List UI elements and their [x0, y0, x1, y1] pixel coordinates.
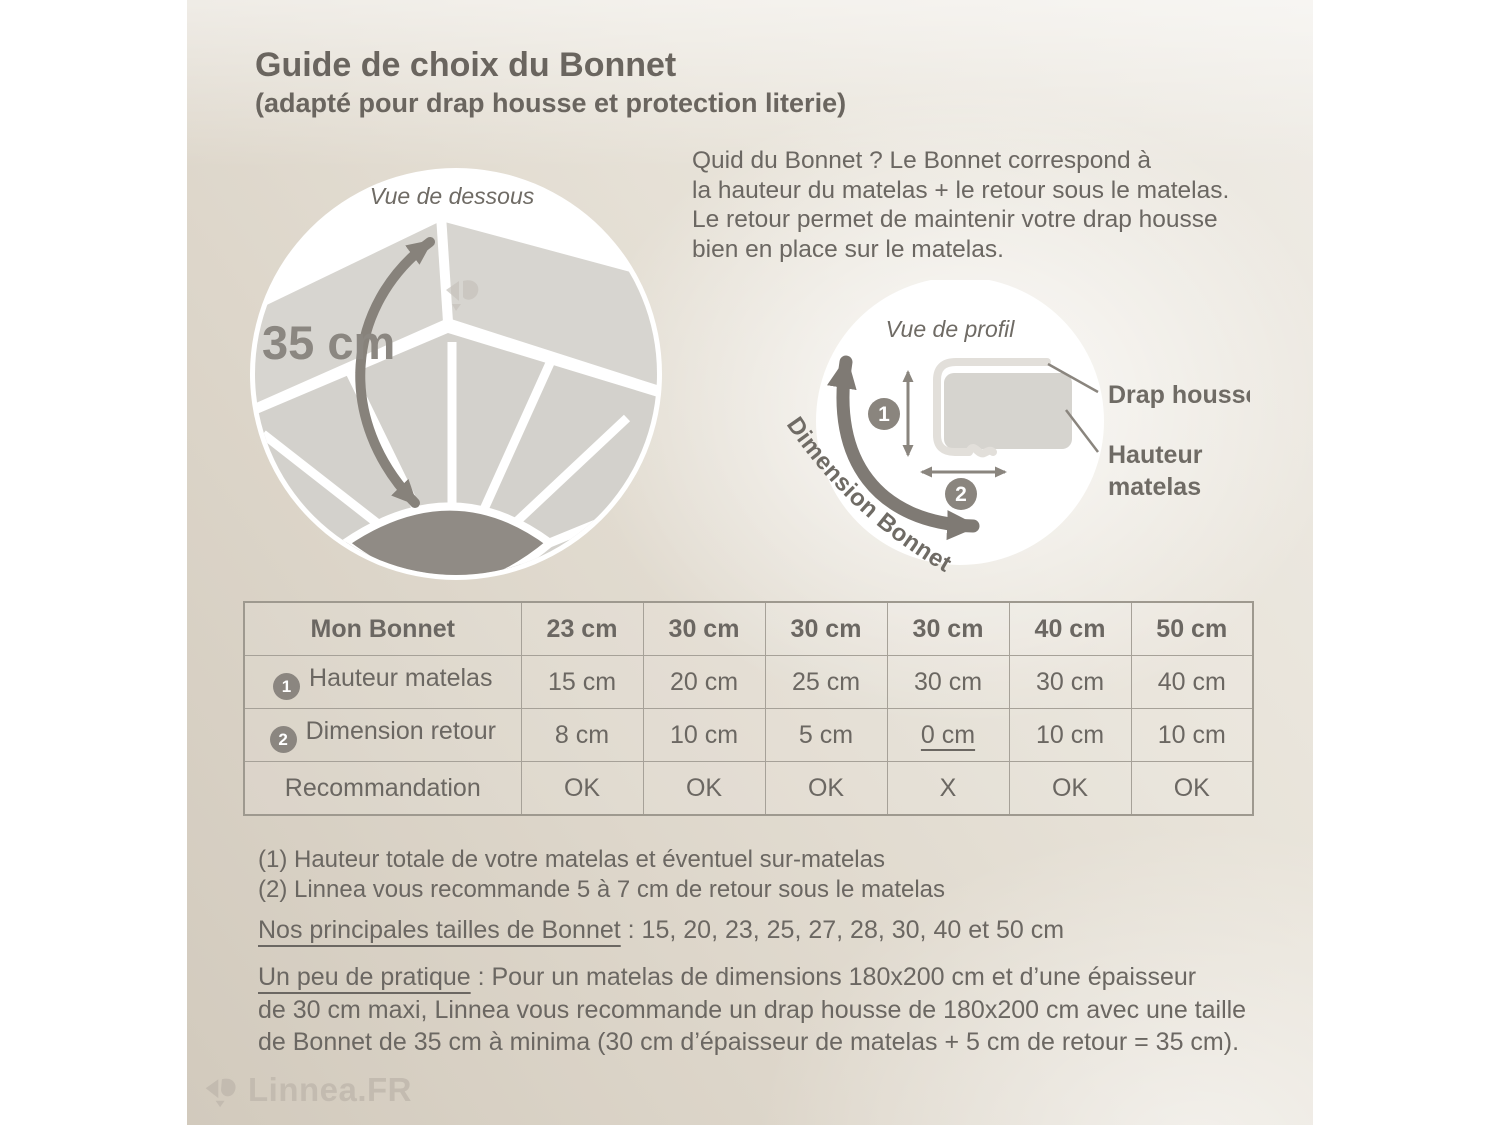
badge-2: [945, 478, 977, 510]
intro-paragraph: Quid du Bonnet ? Le Bonnet correspond à …: [692, 146, 1229, 264]
table-row-retour: 2 Dimension retour 8 cm 10 cm 5 cm 0 cm 1…: [243, 708, 1254, 762]
callout-hauteur: Hauteur: [1108, 441, 1203, 469]
watermark-logo-icon: [446, 280, 479, 311]
sizes-values: : 15, 20, 23, 25, 27, 28, 30, 40 et 50 c…: [620, 916, 1065, 944]
intro-line: Quid du Bonnet ? Le Bonnet correspond à: [692, 147, 1152, 174]
badge-1-table: 1: [273, 673, 301, 700]
header-col: 40 cm: [1008, 601, 1132, 656]
header-col: 23 cm: [520, 601, 644, 656]
header-col: 30 cm: [886, 601, 1010, 656]
bonnet-curve-arrow: [827, 355, 980, 541]
bottom-view-diagram: Vue de dessous 35 cm: [250, 168, 662, 580]
bonnet-table: Mon Bonnet 23 cm 30 cm 30 cm 30 cm 40 cm…: [243, 601, 1254, 816]
infographic: Guide de choix du Bonnet (adapté pour dr…: [187, 0, 1313, 1125]
table-cell: 5 cm: [764, 708, 888, 762]
footnote-1: (1) Hauteur totale de votre matelas et é…: [258, 846, 885, 873]
table-cell: 10 cm: [1008, 708, 1132, 762]
row-label-retour: 2 Dimension retour: [243, 708, 522, 762]
table-cell: 20 cm: [642, 655, 766, 709]
header-col: 30 cm: [764, 601, 888, 656]
table-cell-zero-underlined: 0 cm: [886, 708, 1010, 762]
row-label-hauteur: 1 Hauteur matelas: [243, 655, 522, 709]
page-title: Guide de choix du Bonnet: [255, 46, 677, 84]
brand-logo-icon: [205, 1078, 236, 1108]
intro-line: la hauteur du matelas + le retour sous l…: [692, 176, 1230, 204]
table-cell: 10 cm: [1130, 708, 1254, 762]
page-subtitle: (adapté pour drap housse et protection l…: [255, 88, 847, 118]
practice-line-2: de 30 cm maxi, Linnea vous recommande un…: [258, 995, 1247, 1024]
badge-1: [868, 398, 900, 430]
table-header-row: Mon Bonnet 23 cm 30 cm 30 cm 30 cm 40 cm…: [243, 601, 1254, 656]
practice-line-1: Un peu de pratique : Pour un matelas de …: [258, 963, 1197, 991]
table-cell: 30 cm: [1008, 655, 1132, 709]
badge-2-number: 2: [955, 483, 967, 506]
table-cell: OK: [1008, 761, 1132, 816]
sizes-line: Nos principales tailles de Bonnet : 15, …: [258, 916, 1064, 945]
table-cell: OK: [520, 761, 644, 816]
sizes-label: Nos principales tailles de Bonnet: [258, 916, 621, 944]
practice-paragraph: Un peu de pratique : Pour un matelas de …: [258, 961, 1246, 1059]
header-col: 50 cm: [1130, 601, 1254, 656]
bonnet-depth-arrow: [355, 237, 435, 508]
callout-matelas: matelas: [1108, 473, 1201, 501]
sheet-panel-right: [441, 221, 657, 386]
callout-line-drap: [1047, 362, 1099, 394]
footnotes: (1) Hauteur totale de votre matelas et é…: [258, 845, 945, 904]
badge-2-table: 2: [269, 726, 297, 753]
table-cell: OK: [642, 761, 766, 816]
table-cell: 30 cm: [886, 655, 1010, 709]
mattress-profile: [944, 373, 1072, 449]
profile-view-diagram: 1 2 Vue de profil Drap housse Hauteur ma…: [781, 280, 1250, 578]
row-label-recommandation: Recommandation: [243, 761, 522, 816]
intro-line: bien en place sur le matelas.: [692, 235, 1004, 263]
table-row-recommandation: Recommandation OK OK OK X OK OK: [243, 761, 1254, 816]
footnote-2: (2) Linnea vous recommande 5 à 7 cm de r…: [258, 875, 946, 903]
brand-logo-text: Linnea.FR: [248, 1071, 413, 1108]
callout-drap-housse: Drap housse: [1108, 381, 1250, 409]
header-mon-bonnet: Mon Bonnet: [243, 601, 522, 656]
row-label-text: Dimension retour: [305, 717, 496, 745]
profile-view-caption: Vue de profil: [886, 316, 1016, 342]
badge-1-number: 1: [878, 403, 890, 426]
table-cell: 15 cm: [520, 655, 644, 709]
practice-label: Un peu de pratique: [258, 963, 471, 991]
row-label-text: Hauteur matelas: [309, 664, 493, 692]
table-cell-not-recommended: X: [886, 761, 1010, 816]
intro-line: Le retour permet de maintenir votre drap…: [692, 206, 1218, 233]
bottom-view-caption: Vue de dessous: [370, 183, 535, 209]
table-cell: OK: [764, 761, 888, 816]
brand-logo: Linnea.FR: [203, 1071, 412, 1109]
table-row-hauteur: 1 Hauteur matelas 15 cm 20 cm 25 cm 30 cm…: [243, 655, 1254, 709]
table-cell: 8 cm: [520, 708, 644, 762]
callout-line-hauteur: [1065, 409, 1099, 453]
table-cell: 25 cm: [764, 655, 888, 709]
table-cell: 10 cm: [642, 708, 766, 762]
sheet-corner-seam: [436, 214, 453, 323]
practice-line-3: de Bonnet de 35 cm à minima (30 cm d’épa…: [258, 1028, 1240, 1056]
bonnet-measurement: 35 cm: [262, 316, 395, 369]
table-cell: OK: [1130, 761, 1254, 816]
header-col: 30 cm: [642, 601, 766, 656]
table-cell: 40 cm: [1130, 655, 1254, 709]
